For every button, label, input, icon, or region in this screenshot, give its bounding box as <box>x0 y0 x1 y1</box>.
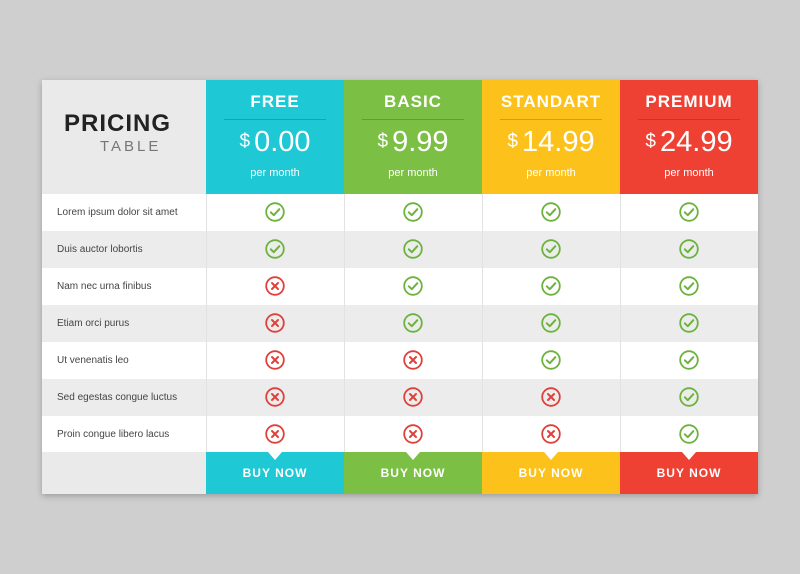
feature-label: Etiam orci purus <box>57 318 130 329</box>
feature-label: Sed egestas congue luctus <box>57 392 178 403</box>
plan-divider <box>500 119 602 120</box>
check-icon <box>679 239 699 259</box>
buy-now-label: BUY NOW <box>242 466 308 480</box>
check-icon <box>679 424 699 444</box>
column-divider <box>482 194 483 452</box>
cross-icon <box>541 387 561 407</box>
buy-now-button-standart[interactable]: BUY NOW <box>482 452 620 494</box>
notch <box>544 452 558 460</box>
buy-now-button-free[interactable]: BUY NOW <box>206 452 344 494</box>
buy-now-label: BUY NOW <box>656 466 722 480</box>
buy-now-label: BUY NOW <box>518 466 584 480</box>
plan-name: PREMIUM <box>645 92 733 111</box>
table-footer-blank <box>42 452 206 494</box>
notch <box>268 452 282 460</box>
feature-label: Nam nec urna finibus <box>57 281 152 292</box>
check-icon <box>541 350 561 370</box>
pricing-table: PRICING TABLE Lorem ipsum dolor sit amet… <box>42 80 758 494</box>
column-divider <box>344 194 345 452</box>
plan-divider <box>638 119 740 120</box>
check-icon <box>679 387 699 407</box>
table-title: PRICING <box>64 110 172 137</box>
cross-icon <box>541 424 561 444</box>
plan-divider <box>224 119 326 120</box>
price-value: 9.99 <box>392 126 449 158</box>
table-row <box>42 305 758 342</box>
cross-icon <box>265 424 285 444</box>
price-value: 14.99 <box>522 126 595 158</box>
cross-icon <box>403 350 423 370</box>
plan-header: BASIC $9.99 per month <box>344 80 482 194</box>
plan-price: $14.99 <box>482 126 620 159</box>
plan-column-free: FREE $0.00 per month BUY NOW <box>206 80 344 494</box>
feature-label: Lorem ipsum dolor sit amet <box>57 207 178 218</box>
table-subtitle: TABLE <box>100 138 162 155</box>
feature-column: PRICING TABLE Lorem ipsum dolor sit amet… <box>42 80 206 494</box>
cross-icon <box>265 387 285 407</box>
check-icon <box>679 202 699 222</box>
plan-header: STANDART $14.99 per month <box>482 80 620 194</box>
buy-now-button-premium[interactable]: BUY NOW <box>620 452 758 494</box>
currency-symbol: $ <box>507 131 518 152</box>
check-icon <box>403 313 423 333</box>
table-row <box>42 231 758 268</box>
notch <box>406 452 420 460</box>
cross-icon <box>403 424 423 444</box>
price-value: 0.00 <box>254 126 311 158</box>
price-value: 24.99 <box>660 126 733 158</box>
check-icon <box>541 202 561 222</box>
plan-header: PREMIUM $24.99 per month <box>620 80 758 194</box>
check-icon <box>679 350 699 370</box>
feature-label: Proin congue libero lacus <box>57 429 170 440</box>
feature-label: Ut venenatis leo <box>57 355 129 366</box>
check-icon <box>541 239 561 259</box>
plan-header: FREE $0.00 per month <box>206 80 344 194</box>
feature-label: Duis auctor lobortis <box>57 244 143 255</box>
plan-price: $9.99 <box>344 126 482 159</box>
check-icon <box>679 276 699 296</box>
currency-symbol: $ <box>377 131 389 152</box>
check-icon <box>541 313 561 333</box>
plan-name: STANDART <box>500 92 602 111</box>
check-icon <box>403 239 423 259</box>
check-icon <box>265 202 285 222</box>
plan-period: per month <box>664 167 714 179</box>
plan-price: $24.99 <box>620 126 758 159</box>
plan-period: per month <box>526 167 576 179</box>
plan-column-premium: PREMIUM $24.99 per month BUY NOW <box>620 80 758 494</box>
notch <box>682 452 696 460</box>
plan-name: FREE <box>250 92 300 111</box>
cross-icon <box>265 350 285 370</box>
column-divider <box>620 194 621 452</box>
check-icon <box>541 276 561 296</box>
check-icon <box>403 202 423 222</box>
buy-now-button-basic[interactable]: BUY NOW <box>344 452 482 494</box>
currency-symbol: $ <box>239 131 251 152</box>
plan-column-basic: BASIC $9.99 per month BUY NOW <box>344 80 482 494</box>
plan-divider <box>362 119 464 120</box>
cross-icon <box>265 276 285 296</box>
plan-price: $0.00 <box>206 126 344 159</box>
column-divider <box>206 194 207 452</box>
table-row <box>42 379 758 416</box>
buy-now-label: BUY NOW <box>380 466 446 480</box>
plan-column-standart: STANDART $14.99 per month BUY NOW <box>482 80 620 494</box>
check-icon <box>679 313 699 333</box>
check-icon <box>403 276 423 296</box>
check-icon <box>265 239 285 259</box>
table-title-box: PRICING TABLE <box>42 80 206 194</box>
plan-name: BASIC <box>384 92 442 111</box>
plan-period: per month <box>250 167 300 179</box>
cross-icon <box>265 313 285 333</box>
currency-symbol: $ <box>645 131 656 152</box>
cross-icon <box>403 387 423 407</box>
plan-period: per month <box>388 167 438 179</box>
